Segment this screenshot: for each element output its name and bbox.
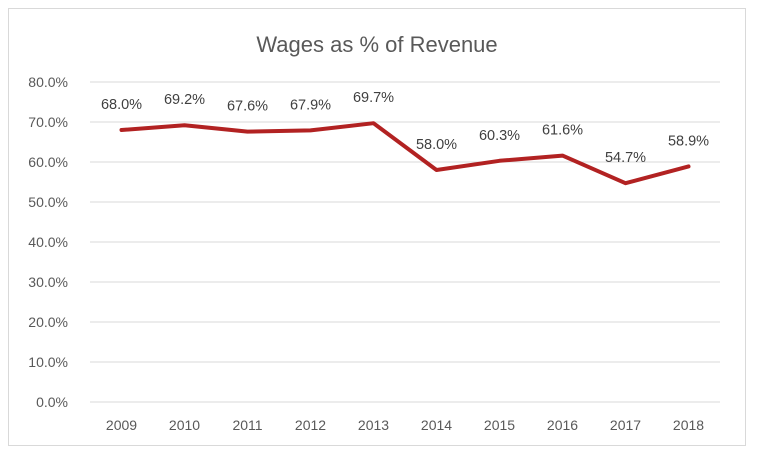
data-label: 60.3% bbox=[479, 128, 520, 144]
x-tick-label: 2012 bbox=[295, 417, 326, 433]
y-tick-label: 60.0% bbox=[28, 154, 68, 170]
data-label: 58.9% bbox=[668, 133, 709, 149]
series-line bbox=[119, 121, 691, 186]
data-label: 68.0% bbox=[101, 97, 142, 113]
chart-frame bbox=[8, 8, 746, 446]
x-tick-label: 2014 bbox=[421, 417, 452, 433]
data-label: 54.7% bbox=[605, 150, 646, 166]
y-tick-label: 80.0% bbox=[28, 74, 68, 90]
y-tick-label: 20.0% bbox=[28, 314, 68, 330]
x-tick-label: 2010 bbox=[169, 417, 200, 433]
x-tick-label: 2013 bbox=[358, 417, 389, 433]
data-labels: 68.0% 69.2% 67.6% 67.9% 69.7% 58.0% 60.3% 61.6%… bbox=[101, 90, 709, 166]
data-label: 69.2% bbox=[164, 92, 205, 108]
y-tick-label: 30.0% bbox=[28, 274, 68, 290]
x-tick-label: 2016 bbox=[547, 417, 578, 433]
gridlines bbox=[90, 81, 720, 403]
x-tick-label: 2017 bbox=[610, 417, 641, 433]
data-label: 61.6% bbox=[542, 123, 583, 139]
data-label: 69.7% bbox=[353, 90, 394, 106]
x-tick-label: 2011 bbox=[232, 417, 262, 433]
y-tick-label: 70.0% bbox=[28, 114, 68, 130]
y-axis-tick-labels: 0.0% 10.0% 20.0% 30.0% 40.0% 50.0% 60.0% 70.0% 8… bbox=[28, 74, 68, 410]
series-layer bbox=[119, 121, 691, 186]
y-tick-label: 40.0% bbox=[28, 234, 68, 250]
x-tick-label: 2015 bbox=[484, 417, 515, 433]
data-label: 67.6% bbox=[227, 99, 268, 115]
y-tick-label: 0.0% bbox=[36, 394, 68, 410]
x-tick-label: 2009 bbox=[106, 417, 137, 433]
y-tick-label: 50.0% bbox=[28, 194, 68, 210]
x-axis-tick-labels: 2009 2010 2011 2012 2013 2014 2015 2016 2017 2018 bbox=[106, 417, 704, 433]
y-tick-label: 10.0% bbox=[28, 354, 68, 370]
data-label: 67.9% bbox=[290, 97, 331, 113]
chart-title: Wages as % of Revenue bbox=[256, 32, 497, 57]
x-tick-label: 2018 bbox=[673, 417, 704, 433]
data-label: 58.0% bbox=[416, 137, 457, 153]
